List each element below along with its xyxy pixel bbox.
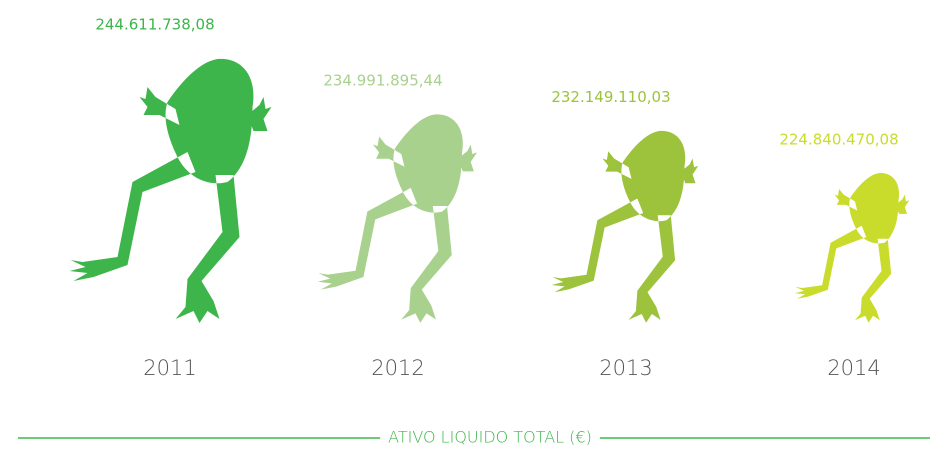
- frog: [552, 131, 699, 323]
- value-label: 234.991.895,44: [323, 71, 442, 89]
- chart-title: ATIVO LIQUIDO TOTAL (€): [388, 428, 592, 447]
- frog: [70, 59, 272, 323]
- frog: [795, 173, 909, 323]
- category-label: 2011: [143, 356, 196, 380]
- value-label: 244.611.738,08: [95, 16, 214, 34]
- value-label: 224.840.470,08: [779, 131, 898, 149]
- category-label: 2014: [827, 356, 880, 380]
- frog: [318, 114, 477, 322]
- category-label: 2012: [371, 356, 424, 380]
- chart: ATIVO LIQUIDO TOTAL (€) 244.611.738,08 20…: [0, 0, 948, 454]
- category-label: 2013: [599, 356, 652, 380]
- value-label: 232.149.110,03: [551, 88, 670, 106]
